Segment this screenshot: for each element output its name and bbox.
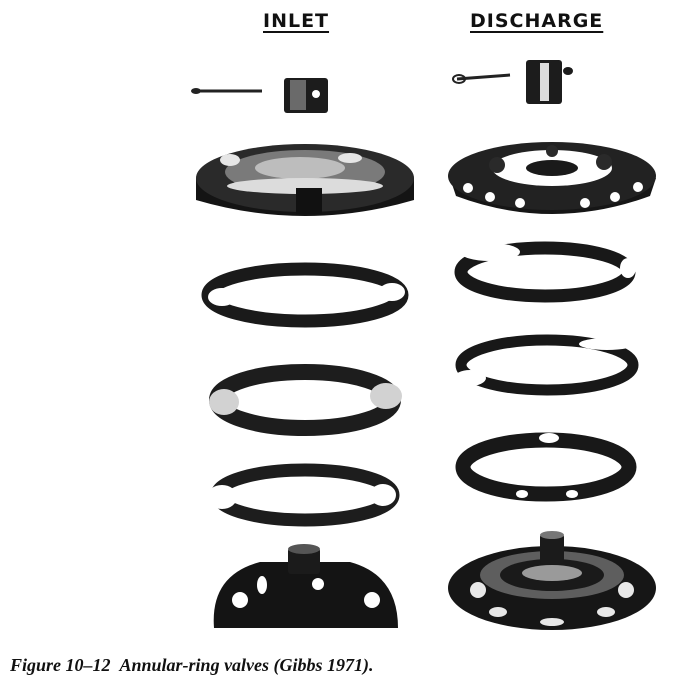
discharge-valve-ring-2 [454, 334, 639, 396]
inlet-seat [196, 144, 414, 216]
inlet-valve-stack [191, 78, 414, 628]
figure-caption-text: Annular-ring valves (Gibbs 1971). [119, 655, 374, 675]
discharge-guard-ring [455, 432, 637, 502]
inlet-valve-ring-1 [201, 262, 409, 328]
valve-exploded-photograph [191, 60, 656, 630]
inlet-guard-plate [209, 364, 402, 436]
discharge-valve-ring-1 [454, 241, 636, 303]
inlet-valve-cap [213, 544, 398, 628]
discharge-valve-stack [448, 60, 656, 630]
discharge-valve-cap [448, 531, 656, 630]
inlet-nut [284, 78, 328, 113]
discharge-nut [526, 60, 573, 104]
inlet-bolt [191, 88, 262, 94]
inlet-column-title: INLET [263, 10, 330, 32]
inlet-valve-ring-2 [207, 463, 400, 527]
discharge-bolt [452, 73, 511, 84]
discharge-column-title: DISCHARGE [470, 10, 604, 32]
figure-caption: Figure 10–12 Annular-ring valves (Gibbs 1… [10, 655, 374, 676]
figure-number: Figure 10–12 [10, 655, 111, 675]
discharge-seat [448, 142, 656, 214]
